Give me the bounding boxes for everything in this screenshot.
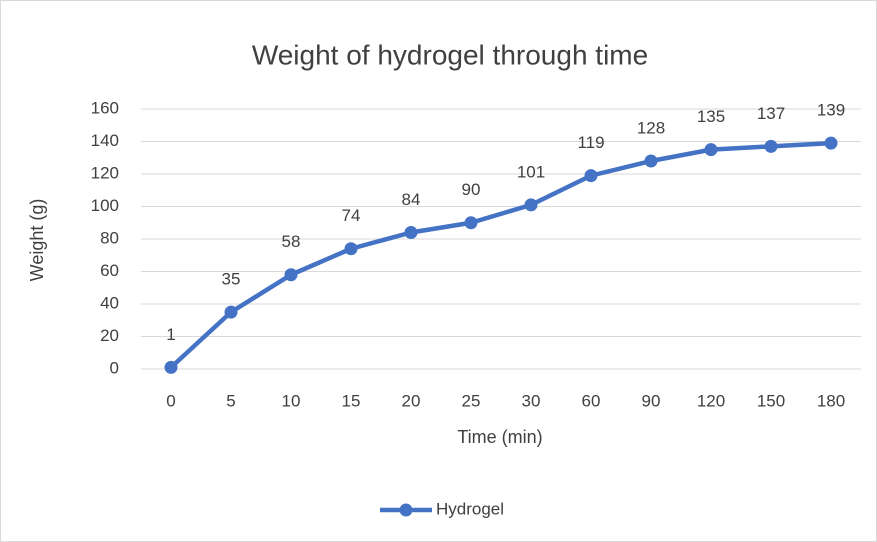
legend-marker xyxy=(399,503,413,517)
x-tick-label: 150 xyxy=(757,391,785,410)
y-tick-label: 80 xyxy=(100,228,119,247)
x-tick-label: 20 xyxy=(402,391,421,410)
x-tick-label: 180 xyxy=(817,391,845,410)
data-point xyxy=(644,154,658,168)
data-point xyxy=(404,226,418,239)
y-tick-label: 160 xyxy=(91,98,119,117)
series-line xyxy=(168,140,834,370)
data-point xyxy=(704,143,718,157)
y-tick-label: 120 xyxy=(91,163,119,182)
data-label: 119 xyxy=(577,133,604,152)
x-axis-label: Time (min) xyxy=(457,427,542,447)
data-label: 128 xyxy=(637,118,665,137)
y-tick-label: 60 xyxy=(100,261,119,280)
y-tick-label: 0 xyxy=(110,358,119,377)
data-label: 135 xyxy=(697,107,725,126)
y-axis-label: Weight (g) xyxy=(27,199,47,282)
x-tick-label: 10 xyxy=(282,391,301,410)
x-tick-label: 0 xyxy=(166,391,175,410)
y-tick-label: 40 xyxy=(100,293,119,312)
y-tick-label: 20 xyxy=(100,326,119,345)
data-point xyxy=(164,360,178,374)
x-tick-label: 5 xyxy=(226,391,235,410)
chart-title: Weight of hydrogel through time xyxy=(252,39,648,70)
x-tick-label: 25 xyxy=(462,391,481,410)
y-tick-label: 140 xyxy=(91,131,119,150)
data-point xyxy=(584,169,598,183)
data-label: 1 xyxy=(166,325,175,344)
x-tick-label: 15 xyxy=(342,391,361,410)
data-label: 58 xyxy=(282,232,301,251)
data-point xyxy=(284,268,298,282)
data-label: 84 xyxy=(402,190,421,209)
x-tick-label: 60 xyxy=(582,391,601,410)
data-point xyxy=(344,242,358,256)
data-point xyxy=(764,139,778,153)
x-tick-label: 120 xyxy=(697,391,725,410)
x-tick-label: 30 xyxy=(522,391,541,410)
data-label: 35 xyxy=(222,270,241,289)
data-point xyxy=(464,216,478,230)
x-tick-label: 90 xyxy=(642,391,661,410)
data-point xyxy=(524,198,538,212)
data-label: 101 xyxy=(517,162,545,181)
data-label: 139 xyxy=(817,101,845,120)
data-point xyxy=(824,136,838,150)
y-tick-label: 100 xyxy=(91,196,119,215)
data-point xyxy=(224,305,238,319)
data-label: 90 xyxy=(462,180,481,199)
legend-label: Hydrogel xyxy=(436,499,504,518)
data-label: 137 xyxy=(757,104,785,123)
data-label: 74 xyxy=(342,206,361,225)
